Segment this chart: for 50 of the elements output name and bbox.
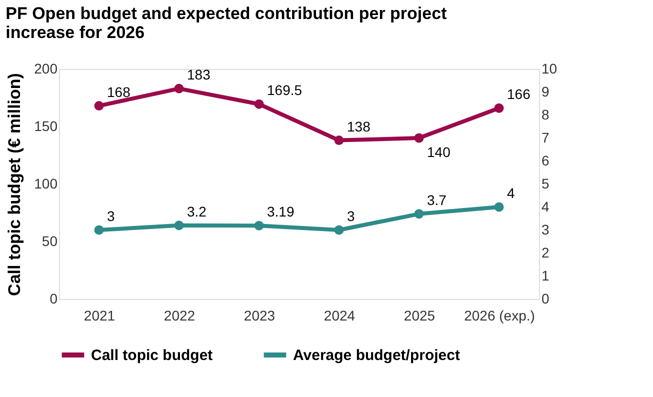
x-tick-label: 2022 [164,308,196,324]
x-tick-label: 2026 (exp.) [464,308,535,324]
y-tick-label: 50 [42,233,58,249]
y2-tick-label: 1 [542,268,550,284]
y-axis-title: Call topic budget (€ million) [5,73,24,296]
y2-tick-label: 7 [542,130,550,146]
point [94,101,104,111]
point [94,225,104,235]
point [414,133,424,143]
chart-title: PF Open budget and expected contribution per project increase for 2026 [6,4,448,42]
data-label: 166 [507,86,531,102]
y2-tick-label: 10 [542,60,558,76]
point [494,103,504,113]
y2-tick-label: 5 [542,176,550,192]
data-label: 4 [507,185,515,201]
x-tick-label: 2021 [84,308,116,324]
y-tick-label: 200 [34,60,58,76]
y-tick-label: 150 [34,118,58,134]
y2-tick-label: 0 [542,290,550,306]
data-label: 3.19 [267,204,294,220]
x-tick-label: 2023 [244,308,276,324]
y2-tick-label: 8 [542,106,550,122]
x-tick-label: 2024 [324,308,356,324]
y2-tick-label: 4 [542,198,550,214]
x-tick-label: 2025 [404,308,436,324]
data-label: 3 [347,208,355,224]
data-label: 168 [107,84,131,100]
legend-label: Call topic budget [91,347,213,364]
data-label: 3.2 [187,203,207,220]
data-label: 140 [427,144,451,160]
y-tick-label: 0 [50,290,58,306]
y2-tick-label: 3 [542,222,550,238]
data-label: 3.7 [427,192,447,208]
point [254,220,264,230]
point [174,84,184,94]
point [494,202,504,212]
point [414,209,424,219]
point [334,136,344,146]
point [334,225,344,235]
data-label: 169.5 [267,82,302,98]
data-label: 183 [187,66,211,83]
data-label: 138 [347,118,371,134]
y2-tick-label: 6 [542,152,550,168]
legend-label: Average budget/project [293,347,460,364]
y-tick-label: 100 [34,176,58,192]
data-label: 3 [107,208,115,224]
point [174,220,184,230]
y2-tick-label: 2 [542,244,550,260]
point [254,99,264,109]
y2-tick-label: 9 [542,84,550,100]
